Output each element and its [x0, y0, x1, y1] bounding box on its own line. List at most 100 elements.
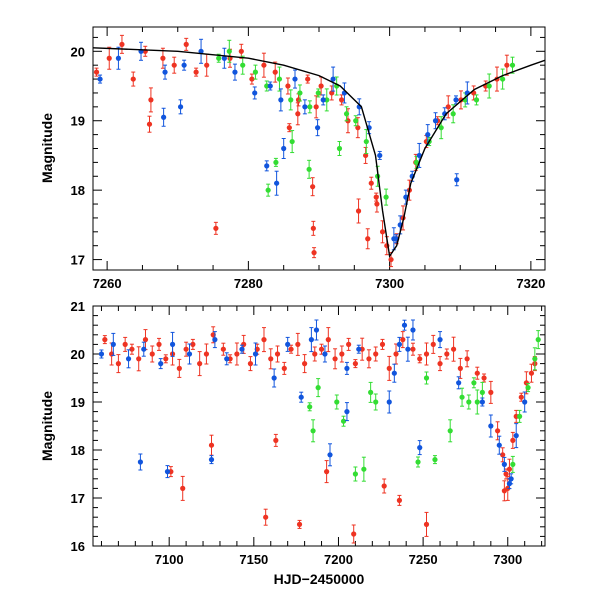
- red-data-point: [488, 389, 494, 395]
- green-data-point: [340, 418, 347, 424]
- green-data-point: [336, 145, 343, 152]
- red-data-point: [142, 337, 149, 343]
- bottom-panel-y-tick-labels: 16 17 18 19 20 21: [71, 299, 85, 554]
- red-data-point: [351, 531, 357, 537]
- green-data-point: [479, 389, 485, 395]
- blue-data-point: [141, 346, 147, 352]
- blue-data-point: [330, 76, 336, 82]
- blue-data-point: [161, 114, 167, 120]
- x-tick-label: 7200: [324, 552, 353, 567]
- x-tick-label: 7280: [234, 276, 263, 291]
- green-data-point: [373, 399, 379, 405]
- green-data-point: [352, 471, 358, 477]
- green-data-point: [363, 138, 369, 145]
- blue-data-point: [198, 48, 204, 54]
- green-data-point: [517, 413, 523, 419]
- blue-data-point: [327, 452, 333, 458]
- red-data-point: [400, 337, 406, 343]
- red-data-point: [263, 514, 269, 520]
- green-data-point: [252, 69, 259, 75]
- y-tick-label: 17: [71, 491, 85, 506]
- red-data-point: [368, 180, 374, 186]
- blue-data-point: [377, 152, 383, 159]
- red-data-point: [208, 442, 215, 448]
- green-data-point: [265, 187, 271, 193]
- blue-data-point: [320, 97, 326, 103]
- green-data-point: [289, 138, 295, 145]
- red-data-point: [261, 337, 267, 343]
- blue-data-point: [221, 55, 227, 61]
- red-data-point: [190, 341, 196, 347]
- red-data-point: [220, 346, 226, 352]
- blue-data-point: [271, 375, 277, 381]
- red-data-point: [450, 346, 457, 352]
- green-data-point: [535, 337, 541, 343]
- blue-data-point: [437, 337, 443, 343]
- green-data-point: [368, 389, 374, 395]
- green-data-point: [447, 428, 453, 434]
- red-data-point: [146, 121, 153, 127]
- green-data-point: [510, 461, 516, 467]
- blue-data-point: [115, 55, 122, 61]
- blue-data-point: [208, 457, 215, 463]
- y-tick-label: 20: [71, 44, 85, 59]
- red-data-point: [339, 351, 345, 357]
- red-data-point: [365, 236, 371, 242]
- red-data-point: [458, 97, 464, 103]
- green-data-point: [334, 399, 340, 405]
- red-data-point: [437, 361, 443, 367]
- green-data-point: [310, 428, 316, 434]
- red-data-point: [366, 356, 372, 362]
- red-data-point: [430, 341, 436, 347]
- blue-data-point: [110, 341, 116, 347]
- red-data-point: [503, 471, 509, 477]
- blue-data-point: [344, 365, 350, 371]
- top-panel-light-curve: Magnitude 17 18 19 20 7260 7280 7300 732…: [39, 26, 546, 291]
- green-data-point: [383, 194, 389, 200]
- y-tick-label: 21: [71, 299, 85, 314]
- blue-data-point: [513, 433, 519, 439]
- red-data-point: [183, 41, 189, 47]
- green-data-point: [423, 375, 430, 381]
- blue-data-point: [164, 469, 171, 475]
- blue-data-point: [453, 97, 459, 103]
- blue-data-point: [224, 356, 230, 362]
- red-data-point: [355, 125, 361, 131]
- red-data-point: [268, 356, 274, 362]
- red-data-point: [423, 521, 430, 528]
- red-data-point: [445, 104, 451, 110]
- blue-data-point: [417, 445, 423, 451]
- red-data-point: [474, 370, 480, 376]
- red-data-point: [249, 76, 255, 82]
- red-data-point: [295, 111, 301, 117]
- red-data-point: [332, 356, 338, 362]
- red-data-point: [528, 370, 535, 376]
- green-data-point: [226, 48, 232, 54]
- green-data-point: [466, 399, 472, 405]
- red-data-point: [183, 346, 189, 352]
- red-data-point: [311, 250, 317, 256]
- red-data-point: [352, 361, 358, 367]
- red-data-point: [310, 225, 316, 231]
- top-panel-y-tick-labels: 17 18 19 20: [71, 44, 85, 267]
- red-data-point: [286, 125, 292, 131]
- green-data-point: [276, 76, 283, 82]
- red-data-point: [136, 356, 142, 362]
- blue-data-point: [501, 461, 507, 467]
- green-data-point: [471, 380, 477, 386]
- red-data-point: [180, 485, 186, 491]
- red-data-point: [93, 69, 100, 75]
- red-data-point: [156, 341, 162, 347]
- blue-data-point: [252, 351, 259, 357]
- red-data-point: [148, 97, 154, 103]
- blue-data-point: [97, 76, 103, 82]
- blue-data-point: [285, 341, 291, 347]
- green-data-point: [240, 62, 246, 68]
- red-data-point: [163, 356, 169, 362]
- blue-data-point: [386, 399, 392, 405]
- red-data-point: [115, 361, 121, 367]
- bottom-panel-tick-marks: [93, 305, 545, 547]
- red-data-point: [305, 76, 311, 82]
- red-data-point: [273, 437, 279, 443]
- x-tick-label: 7300: [375, 276, 404, 291]
